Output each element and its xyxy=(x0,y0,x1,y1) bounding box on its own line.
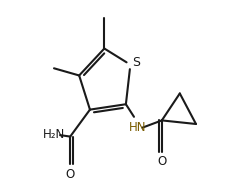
Text: O: O xyxy=(157,155,167,168)
Text: S: S xyxy=(132,56,140,69)
Text: H₂N: H₂N xyxy=(43,128,65,141)
Text: O: O xyxy=(66,168,75,181)
Text: HN: HN xyxy=(129,121,146,134)
